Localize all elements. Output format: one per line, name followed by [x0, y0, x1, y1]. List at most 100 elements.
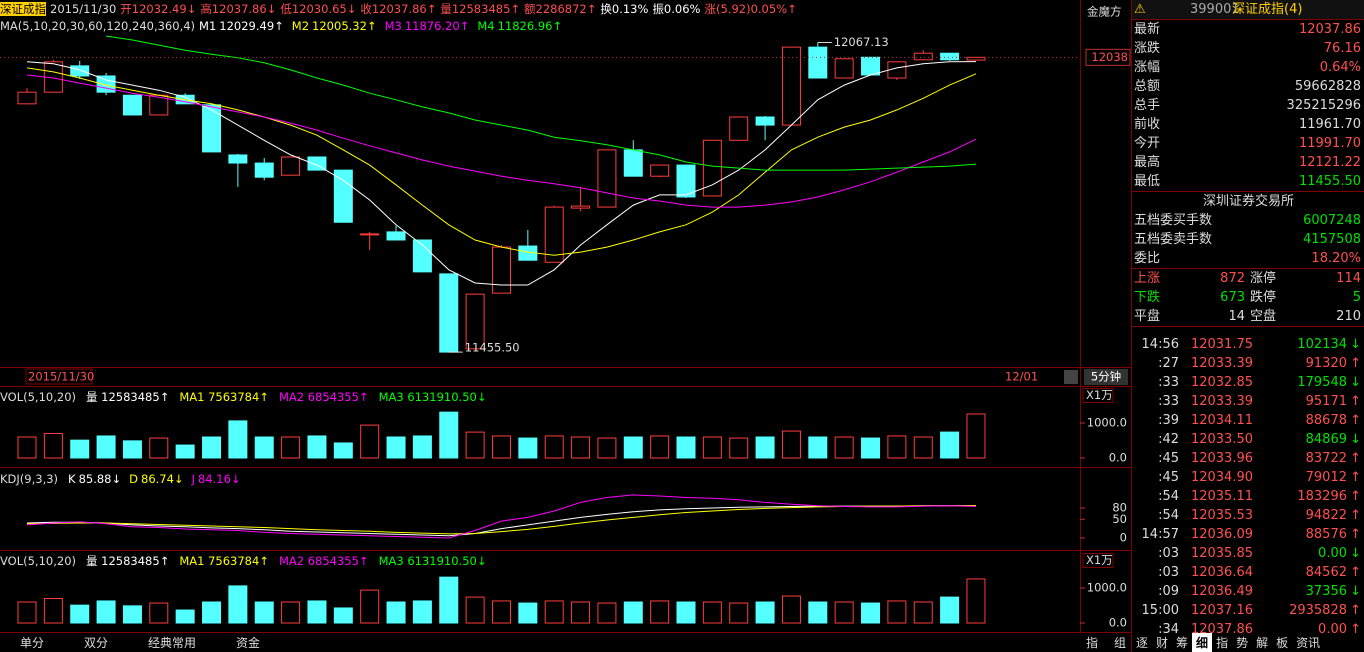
tab[interactable]: 板: [1276, 636, 1289, 650]
tick-arrow: ↓: [1350, 546, 1361, 561]
volume-bar: [755, 436, 775, 459]
chart-area: 12067.13 11455.50 12038 金魔方 2015/11/30 12/01 5…: [0, 0, 1131, 652]
tick-list: 14:56 12031.75 102134 ↓:27 12033.39 91320 ↑:33…: [1132, 326, 1364, 639]
price-tag: 12038: [1091, 50, 1128, 64]
volume-bar: [43, 598, 63, 624]
quote-label: 总额: [1134, 79, 1161, 94]
volume-bar: [333, 442, 353, 459]
quote-value: 12121.22: [1298, 155, 1361, 170]
candle-body: [465, 293, 485, 350]
tab[interactable]: 双分: [84, 636, 109, 650]
tab[interactable]: 细: [1192, 633, 1213, 652]
volume-bar: [650, 435, 670, 459]
volume-bar: [122, 605, 142, 624]
header-item: 额2286872↑: [524, 2, 597, 16]
y-tick-label: 0.0: [1109, 451, 1127, 465]
candle-body: [360, 233, 380, 236]
tick-price: 12031.75: [1190, 337, 1253, 352]
breadth-row: 上涨 872 涨停 114: [1132, 269, 1364, 288]
quote-row: 最高 12121.22: [1132, 153, 1364, 172]
tick-price: 12034.11: [1190, 413, 1253, 428]
volume-bar: [175, 444, 195, 459]
quote-label: 最高: [1134, 155, 1161, 170]
volume-bar: [149, 602, 169, 624]
tab[interactable]: 组: [1114, 636, 1127, 650]
candle-body: [650, 164, 670, 177]
volume-bar: [386, 436, 406, 459]
tick-volume: 91320: [1305, 356, 1347, 371]
quote-value: 6007248: [1303, 213, 1361, 228]
volume-bar: [887, 435, 907, 459]
header-item: 低12030.65↓: [280, 2, 357, 16]
tick-volume: 2935828: [1289, 603, 1347, 618]
quote-value: 59662828: [1294, 79, 1361, 94]
volume-bar: [96, 435, 116, 459]
ma-line: [26, 61, 977, 286]
quote-value: 11455.50: [1298, 174, 1361, 189]
period: 5分钟: [1091, 370, 1121, 384]
tick-time: :39: [1158, 413, 1179, 428]
index-name: 深证成指: [0, 2, 46, 16]
tick-price: 12036.49: [1190, 584, 1253, 599]
tab[interactable]: 指: [1086, 636, 1099, 650]
tick-row: :27 12033.39 91320 ↑: [1132, 354, 1364, 373]
tick-volume: 183296: [1297, 489, 1347, 504]
legend-name: M1: [199, 19, 217, 33]
quote-row: 前收 11961.70: [1132, 115, 1364, 134]
tab[interactable]: 资讯: [1296, 636, 1321, 650]
quote-label: 最新: [1134, 22, 1161, 37]
candle-body: [70, 65, 90, 77]
side-header: ⚠ 399001 深证成指(4): [1132, 0, 1364, 19]
volume-bar: [281, 601, 301, 624]
legend-item: MA3 6131910.50↓: [378, 554, 487, 568]
volume-bar: [623, 436, 643, 459]
breadth-row: 下跌 673 跌停 5: [1132, 288, 1364, 307]
tick-time: 14:56: [1141, 337, 1179, 352]
side-panel: ⚠ 399001 深证成指(4) 最新 12037.86 涨跌 76.16 涨幅 0.64% 总…: [1131, 0, 1364, 652]
volume-bar: [122, 440, 142, 459]
tab[interactable]: 势: [1236, 636, 1249, 650]
panel-header: VOL(5,10,20) 量 12583485↑ MA1 7563784↑ MA2 6…: [0, 552, 496, 570]
volume-bar: [281, 436, 301, 459]
volume-bar: [650, 600, 670, 624]
legend-name: M4: [477, 19, 495, 33]
tab[interactable]: 解: [1256, 636, 1269, 650]
breadth-row: 平盘 14 空盘 210: [1132, 307, 1364, 326]
breadth-value: 5: [1352, 290, 1361, 305]
volume-bar: [571, 436, 591, 459]
volume-bar: [966, 413, 986, 459]
tick-price: 12036.09: [1190, 527, 1253, 542]
scroll-button[interactable]: [1064, 370, 1078, 384]
candle-body: [439, 273, 459, 353]
quote-value: 76.16: [1323, 41, 1361, 56]
quote-value: 18.20%: [1311, 251, 1361, 266]
tab[interactable]: 资金: [236, 636, 261, 650]
tick-time: :27: [1158, 356, 1179, 371]
legend-name: J: [191, 472, 195, 486]
tick-time: :42: [1158, 432, 1179, 447]
tab[interactable]: 逐: [1136, 636, 1149, 650]
background: [0, 0, 1131, 652]
candle-body: [491, 246, 511, 294]
tool-label: 金魔方: [1087, 5, 1122, 19]
tab[interactable]: 经典常用: [148, 636, 197, 650]
quote-value: 11991.70: [1298, 136, 1361, 151]
tick-time: :03: [1158, 565, 1179, 580]
candle-body: [781, 46, 801, 126]
volume-bar: [834, 601, 854, 624]
tick-arrow: ↑: [1350, 527, 1361, 542]
legend-item: 量 12583485↑: [86, 390, 170, 404]
header-item: 振0.06%: [652, 2, 701, 16]
code: 399001: [1190, 2, 1240, 17]
breadth-list: 上涨 872 涨停 114 下跌 673 跌停 5 平盘 14 空盘 210: [1132, 268, 1364, 326]
tab[interactable]: 筹: [1176, 636, 1189, 650]
tick-volume: 84562: [1305, 565, 1347, 580]
volume-bar: [913, 436, 933, 459]
panel-header: VOL(5,10,20) 量 12583485↑ MA1 7563784↑ MA2 6…: [0, 388, 496, 406]
tick-row: :33 12032.85 179548 ↓: [1132, 373, 1364, 392]
tab[interactable]: 指: [1216, 636, 1229, 650]
tab[interactable]: 单分: [20, 636, 45, 650]
tick-row: :45 12034.90 79012 ↑: [1132, 468, 1364, 487]
tab[interactable]: 财: [1156, 636, 1169, 650]
volume-bar: [571, 601, 591, 624]
